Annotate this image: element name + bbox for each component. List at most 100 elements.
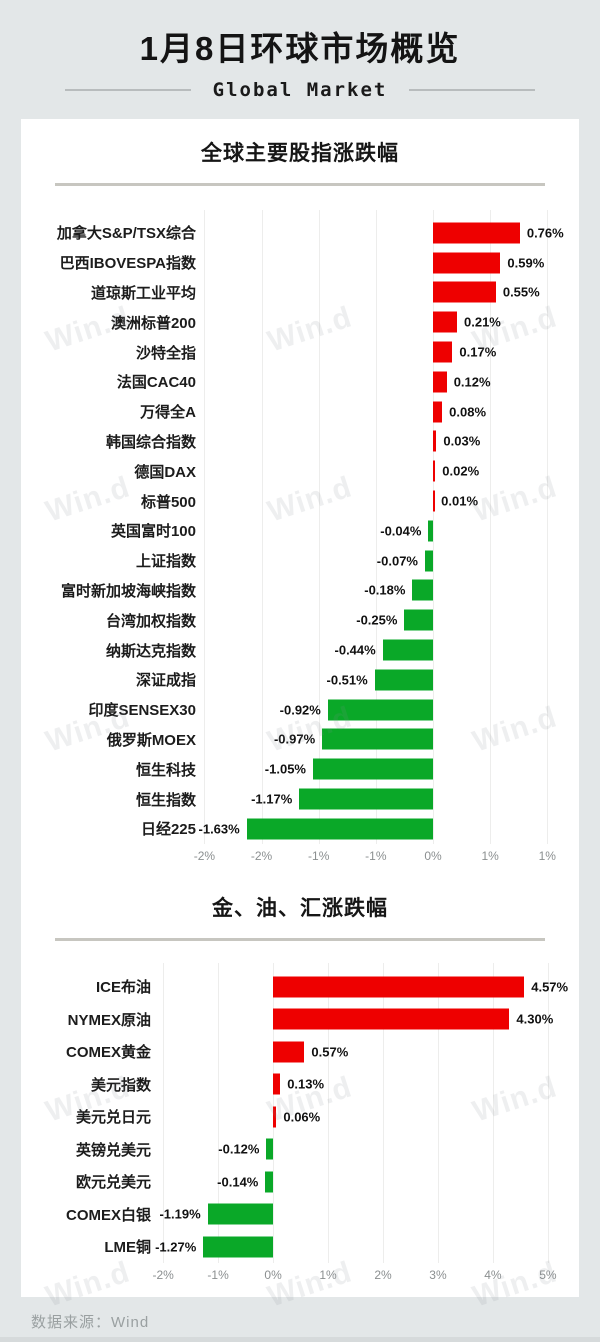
bar-row: 恒生指数 -1.17% <box>21 784 579 814</box>
axis-tick-label: -2% <box>193 848 216 863</box>
axis-tick-label: 4% <box>484 1268 502 1283</box>
plot-area: -0.14% <box>156 1166 577 1199</box>
positive-bar <box>433 222 520 244</box>
plot-area: 0.12% <box>201 367 577 397</box>
gridline <box>490 210 492 844</box>
category-label: 俄罗斯MOEX <box>106 731 196 749</box>
bar-row: 英镑兑美元 -0.12% <box>21 1133 579 1166</box>
category-label: COMEX白银 <box>65 1206 151 1224</box>
bar-rows: 加拿大S&P/TSX综合 0.76% 巴西IBOVESPA指数 0.59% 道琼斯工业平… <box>21 218 579 844</box>
negative-bar <box>203 1236 274 1258</box>
value-label: -0.14% <box>217 1174 259 1190</box>
value-label: -0.07% <box>376 553 418 569</box>
gridline <box>218 962 220 1264</box>
stock-index-section: 全球主要股指涨跌幅 加拿大S&P/TSX综合 0.76% 巴西IBOVESPA指数 0… <box>21 141 579 868</box>
negative-bar <box>374 669 433 691</box>
gridline <box>163 962 165 1264</box>
plot-area: -1.05% <box>201 754 577 784</box>
plot-area: 0.01% <box>201 486 577 516</box>
value-label: 0.13% <box>287 1076 325 1092</box>
plot-area: 0.59% <box>201 248 577 278</box>
category-label: 韩国综合指数 <box>105 433 196 451</box>
plot-area: 4.57% <box>156 971 577 1004</box>
plot-area: 0.17% <box>201 337 577 367</box>
value-label: 0.12% <box>453 374 491 390</box>
data-source-label: 数据来源：Wind <box>31 1314 150 1331</box>
axis-tick-label: -1% <box>365 848 387 863</box>
plot-area: 0.06% <box>156 1101 577 1134</box>
plot-area: -0.12% <box>156 1133 577 1166</box>
bar-row: COMEX白银 -1.19% <box>21 1198 579 1231</box>
category-label: 道琼斯工业平均 <box>90 284 196 302</box>
gridline <box>492 962 494 1264</box>
negative-bar <box>425 550 433 572</box>
negative-bar <box>382 639 433 661</box>
positive-bar <box>433 281 496 303</box>
category-label: COMEX黄金 <box>65 1044 151 1062</box>
plot-area: 0.02% <box>201 456 577 486</box>
category-label: 纳斯达克指数 <box>105 642 196 660</box>
axis-tick-label: -1% <box>207 1268 229 1283</box>
axis-tick-label: 1% <box>319 1268 337 1283</box>
value-label: 0.59% <box>507 255 545 271</box>
bar-row: ICE布油 4.57% <box>21 971 579 1004</box>
axis-tick-label: -1% <box>308 848 330 863</box>
subtitle-left-line <box>64 88 191 91</box>
bar-row: 美元兑日元 0.06% <box>21 1101 579 1134</box>
negative-bar <box>246 818 433 840</box>
negative-bar <box>299 788 433 810</box>
category-label: ICE布油 <box>95 979 151 997</box>
positive-bar <box>433 311 457 333</box>
bar-row: 道琼斯工业平均 0.55% <box>21 278 579 308</box>
value-label: -1.63% <box>198 821 240 837</box>
value-label: 0.02% <box>442 463 480 479</box>
value-label: 0.17% <box>459 344 497 360</box>
category-label: 法国CAC40 <box>116 374 196 392</box>
plot-area: 0.13% <box>156 1068 577 1101</box>
positive-bar <box>433 460 436 482</box>
bar-row: 标普500 0.01% <box>21 486 579 516</box>
negative-bar <box>265 1171 274 1193</box>
value-label: -1.05% <box>264 761 306 777</box>
value-label: -0.25% <box>356 612 398 628</box>
plot-area: -0.18% <box>201 576 577 606</box>
positive-bar <box>433 401 443 423</box>
value-label: 0.55% <box>502 284 540 300</box>
plot-area: -1.19% <box>156 1198 577 1231</box>
bar-row: 印度SENSEX30 -0.92% <box>21 695 579 725</box>
bar-row: COMEX黄金 0.57% <box>21 1036 579 1069</box>
page-subtitle: Global Market <box>212 78 388 101</box>
plot-area: -1.17% <box>201 784 577 814</box>
positive-bar <box>273 976 525 998</box>
value-label: 0.03% <box>443 433 481 449</box>
category-label: 沙特全指 <box>135 344 196 362</box>
bar-row: LME铜 -1.27% <box>21 1231 579 1264</box>
x-axis: -2% -1% 0% 1% 2% 3% 4% 5% <box>152 1263 577 1287</box>
value-label: -1.17% <box>251 791 293 807</box>
positive-bar <box>273 1073 281 1095</box>
plot-area: -0.44% <box>201 635 577 665</box>
bar-row: NYMEX原油 4.30% <box>21 1003 579 1036</box>
value-label: -1.19% <box>159 1206 201 1222</box>
axis-tick-label: -2% <box>250 848 273 863</box>
category-label: 上证指数 <box>135 553 196 571</box>
plot-area: -1.63% <box>198 814 577 844</box>
bar-row: 德国DAX 0.02% <box>21 456 579 486</box>
plot-area: 0.08% <box>201 397 577 427</box>
commodity-fx-chart-title: 金、油、汇涨跌幅 <box>212 896 388 920</box>
bar-row: 法国CAC40 0.12% <box>21 367 579 397</box>
title-divider <box>55 183 545 186</box>
plot-area: 4.30% <box>156 1003 577 1036</box>
positive-bar <box>273 1041 305 1063</box>
category-label: 巴西IBOVESPA指数 <box>59 255 196 273</box>
value-label: -0.12% <box>218 1141 260 1157</box>
negative-bar <box>266 1138 274 1160</box>
value-label: 0.06% <box>283 1109 321 1125</box>
plot-area: 0.76% <box>201 218 577 248</box>
bar-row: 恒生科技 -1.05% <box>21 754 579 784</box>
stock-index-chart-title: 全球主要股指涨跌幅 <box>201 142 399 165</box>
plot-area: -0.97% <box>201 725 577 755</box>
plot-area: 0.21% <box>201 307 577 337</box>
positive-bar <box>433 490 435 512</box>
